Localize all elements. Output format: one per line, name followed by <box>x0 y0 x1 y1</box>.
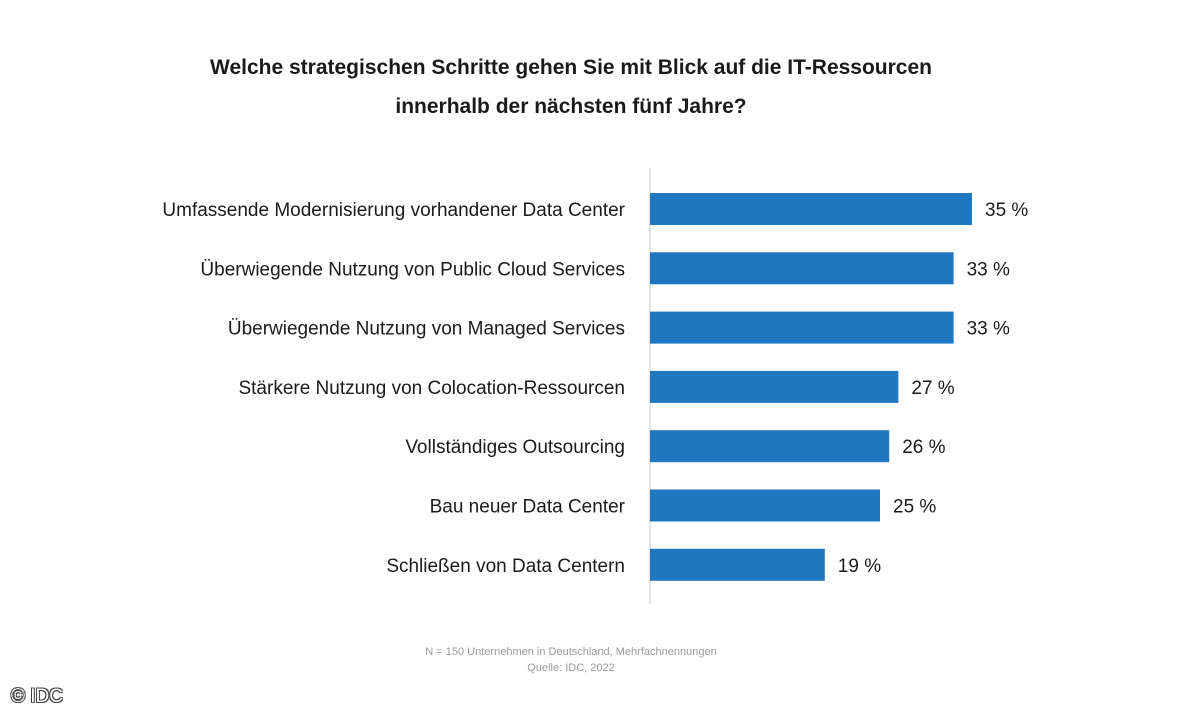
footnote-source: Quelle: IDC, 2022 <box>527 662 615 674</box>
value-label: 33 % <box>967 319 1010 340</box>
copyright-notice: © IDC <box>11 686 63 707</box>
category-label: Stärkere Nutzung von Colocation-Ressourc… <box>238 378 625 399</box>
value-label: 33 % <box>967 259 1010 280</box>
category-label: Überwiegende Nutzung von Managed Service… <box>228 319 625 340</box>
value-label: 25 % <box>893 497 936 518</box>
chart-title-line-2: innerhalb der nächsten fünf Jahre? <box>395 95 747 118</box>
bar <box>650 370 899 403</box>
bar <box>650 489 880 522</box>
footnote-sample: N = 150 Unternehmen in Deutschland, Mehr… <box>425 646 717 658</box>
bar <box>650 252 954 285</box>
bar <box>650 430 890 463</box>
footnote: N = 150 Unternehmen in Deutschland, Mehr… <box>0 644 1142 676</box>
bar <box>650 193 972 225</box>
bar <box>650 311 954 344</box>
value-label: 35 % <box>985 200 1028 221</box>
category-label: Schließen von Data Centern <box>386 556 625 577</box>
category-label: Vollständiges Outsourcing <box>405 437 625 458</box>
category-label: Umfassende Modernisierung vorhandener Da… <box>162 200 625 221</box>
bar <box>650 548 825 581</box>
value-label: 26 % <box>902 437 945 458</box>
chart-title-line-1: Welche strategischen Schritte gehen Sie … <box>210 56 932 79</box>
chart-title: Welche strategischen Schritte gehen Sie … <box>0 48 1142 126</box>
category-label: Überwiegende Nutzung von Public Cloud Se… <box>200 259 625 280</box>
category-label: Bau neuer Data Center <box>430 497 626 518</box>
value-label: 19 % <box>838 556 881 577</box>
value-label: 27 % <box>911 378 954 399</box>
